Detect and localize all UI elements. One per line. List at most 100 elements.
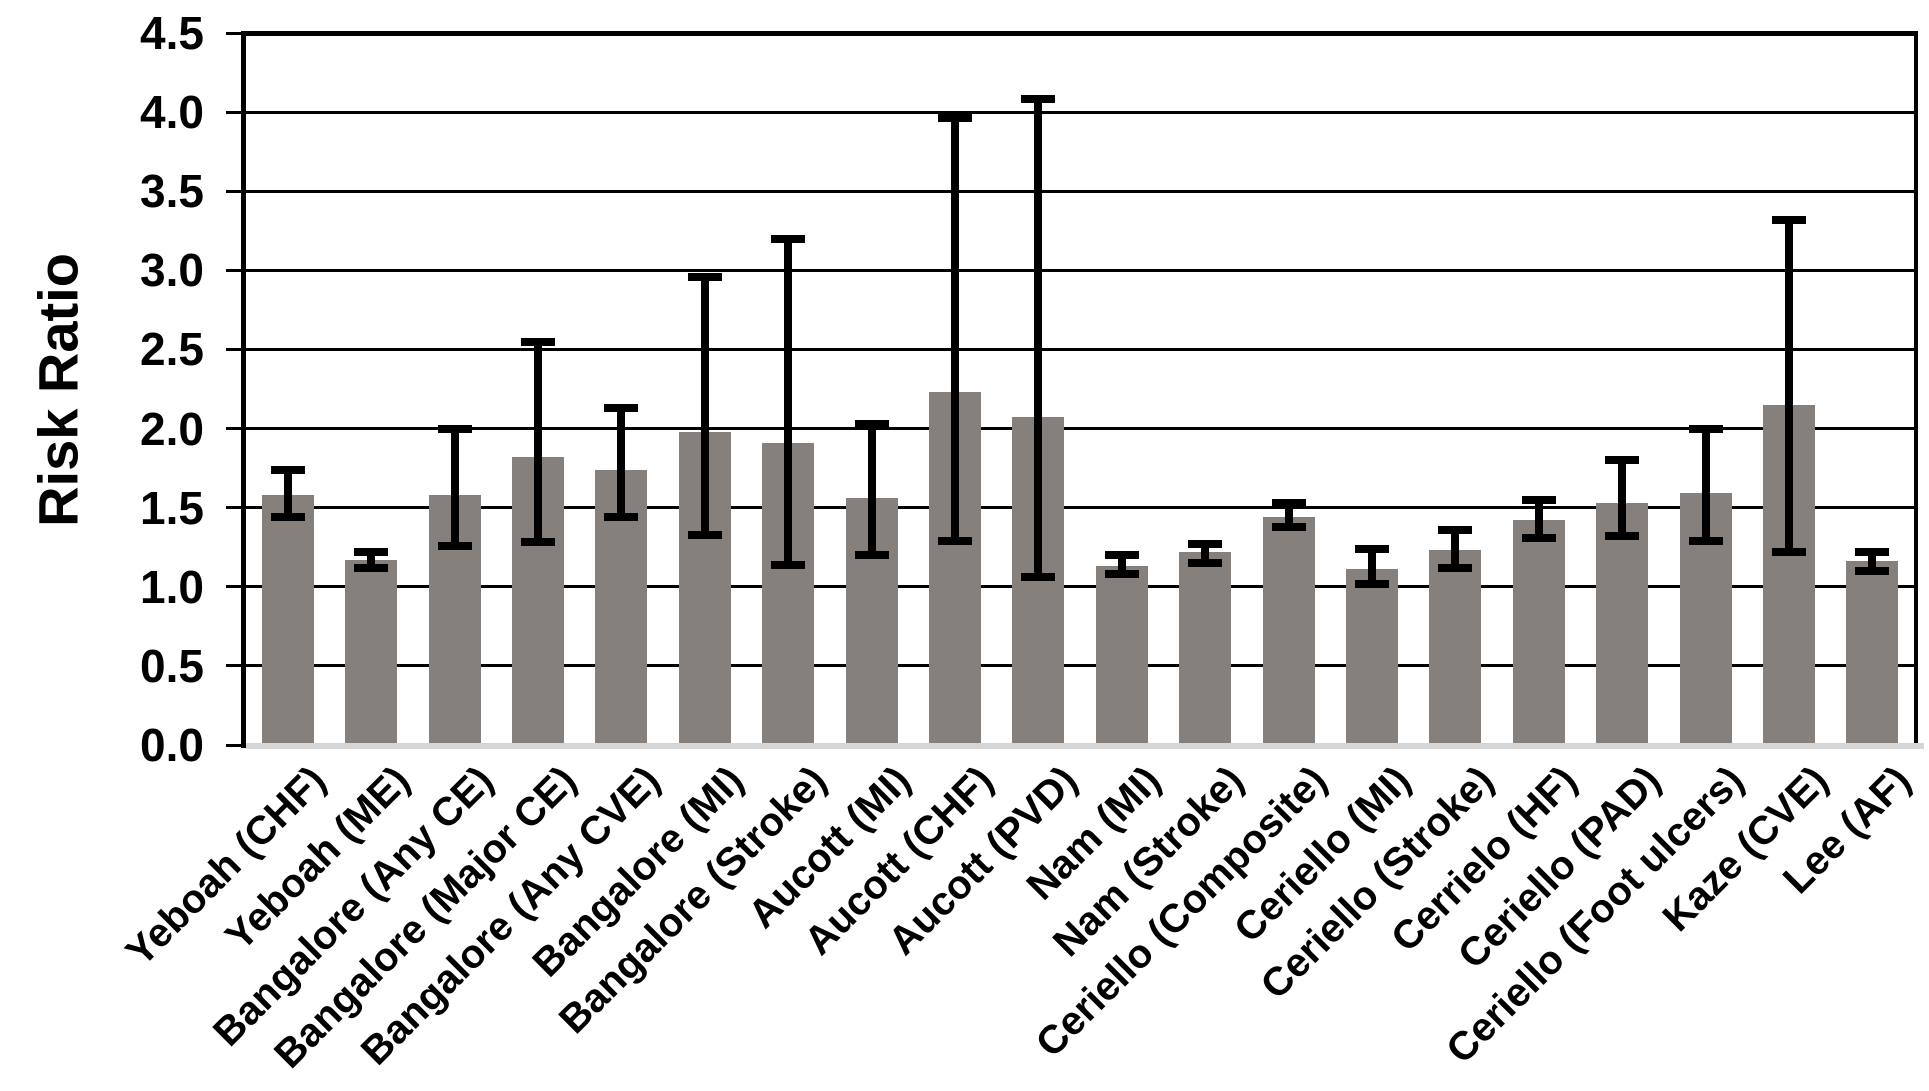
gridline	[246, 268, 1914, 272]
error-bar-cap-bottom	[354, 563, 389, 572]
error-bar-line	[367, 551, 376, 568]
error-bar-line	[533, 341, 542, 543]
error-bar-cap-bottom	[1771, 547, 1806, 556]
error-bar-cap-top	[854, 419, 889, 428]
bar	[1262, 517, 1315, 745]
error-bar-cap-bottom	[1438, 563, 1473, 572]
gridline	[246, 189, 1914, 193]
error-bar-cap-bottom	[1021, 573, 1056, 582]
error-bar-cap-top	[1521, 495, 1556, 504]
error-bar-line	[1784, 219, 1793, 552]
error-bar-cap-bottom	[1688, 536, 1723, 545]
error-bar-cap-top	[1354, 544, 1389, 553]
plot-top-border	[246, 31, 1918, 36]
error-bar-line	[1534, 499, 1543, 538]
bar	[1429, 550, 1482, 745]
y-tick-mark	[226, 110, 244, 114]
error-bar-cap-top	[354, 547, 389, 556]
error-bar-cap-top	[437, 424, 472, 433]
error-bar-cap-top	[1438, 525, 1473, 534]
error-bar-cap-top	[1605, 456, 1640, 465]
bar	[1179, 551, 1232, 745]
error-bar-cap-bottom	[1271, 522, 1306, 531]
error-bar-line	[1618, 460, 1627, 537]
x-axis-baseline	[246, 743, 1924, 749]
bar	[1846, 561, 1899, 745]
error-bar-cap-top	[771, 234, 806, 243]
error-bar-line	[1701, 428, 1710, 541]
error-bar-cap-bottom	[1354, 579, 1389, 588]
gridline	[246, 347, 1914, 351]
error-bar-cap-bottom	[270, 513, 305, 522]
error-bar-line	[867, 423, 876, 556]
bar	[1345, 569, 1398, 745]
error-bar-line	[1367, 548, 1376, 584]
error-bar-cap-bottom	[687, 530, 722, 539]
y-tick-mark	[226, 585, 244, 589]
error-bar-cap-bottom	[1521, 533, 1556, 542]
gridline	[246, 585, 1914, 589]
error-bar-cap-top	[1021, 95, 1056, 104]
y-tick-mark	[226, 347, 244, 351]
y-tick-label: 4.5	[140, 7, 204, 59]
plot-right-border	[1914, 31, 1918, 745]
bar	[1512, 520, 1565, 745]
error-bar-line	[1451, 529, 1460, 568]
y-tick-label: 3.0	[140, 244, 204, 297]
error-bar-cap-bottom	[1605, 532, 1640, 541]
error-bar-cap-top	[1855, 547, 1890, 556]
y-tick-mark	[226, 506, 244, 510]
bar	[1596, 502, 1649, 745]
error-bar-cap-top	[1688, 424, 1723, 433]
y-axis-line	[241, 31, 246, 748]
error-bar-cap-bottom	[437, 541, 472, 550]
error-bar-cap-top	[1188, 540, 1223, 549]
y-tick-label: 2.5	[140, 323, 204, 376]
y-tick-mark	[226, 268, 244, 272]
y-tick-label: 4.0	[140, 86, 204, 139]
error-bar-cap-top	[604, 403, 639, 412]
y-tick-label: 1.5	[140, 481, 204, 534]
error-bar-cap-bottom	[854, 551, 889, 560]
error-bar-cap-bottom	[1855, 566, 1890, 575]
error-bar-line	[283, 469, 292, 518]
error-bar-cap-top	[1104, 551, 1139, 560]
bar	[261, 495, 314, 745]
error-bar-cap-bottom	[1104, 570, 1139, 579]
y-tick-mark	[226, 664, 244, 668]
error-bar-line	[1201, 544, 1210, 564]
y-tick-label: 3.5	[140, 165, 204, 218]
error-bar-cap-top	[270, 465, 305, 474]
y-tick-label: 0.0	[140, 719, 204, 771]
y-tick-label: 1.0	[140, 560, 204, 613]
error-bar-cap-top	[520, 337, 555, 346]
error-bar-line	[950, 118, 959, 541]
error-bar-cap-bottom	[520, 538, 555, 547]
bar	[1095, 566, 1148, 745]
error-bar-line	[1868, 551, 1877, 571]
gridline	[246, 110, 1914, 114]
error-bar-line	[1117, 555, 1126, 575]
error-bar-line	[784, 238, 793, 565]
gridline	[246, 427, 1914, 431]
error-bar-cap-bottom	[937, 536, 972, 545]
error-bar-cap-top	[1271, 498, 1306, 507]
error-bar-cap-top	[1771, 215, 1806, 224]
y-tick-label: 2.0	[140, 402, 204, 455]
error-bar-line	[1284, 502, 1293, 527]
bar	[345, 559, 398, 745]
y-tick-mark	[226, 31, 244, 35]
error-bar-line	[700, 276, 709, 535]
error-bar-cap-top	[687, 272, 722, 281]
gridline	[246, 506, 1914, 510]
error-bar-cap-bottom	[604, 513, 639, 522]
y-tick-mark	[226, 189, 244, 193]
y-tick-mark	[226, 427, 244, 431]
error-bar-line	[617, 407, 626, 518]
gridline	[246, 664, 1914, 668]
error-bar-cap-top	[937, 114, 972, 123]
error-bar-line	[1034, 99, 1043, 578]
error-bar-cap-bottom	[1188, 559, 1223, 568]
error-bar-line	[450, 428, 459, 546]
